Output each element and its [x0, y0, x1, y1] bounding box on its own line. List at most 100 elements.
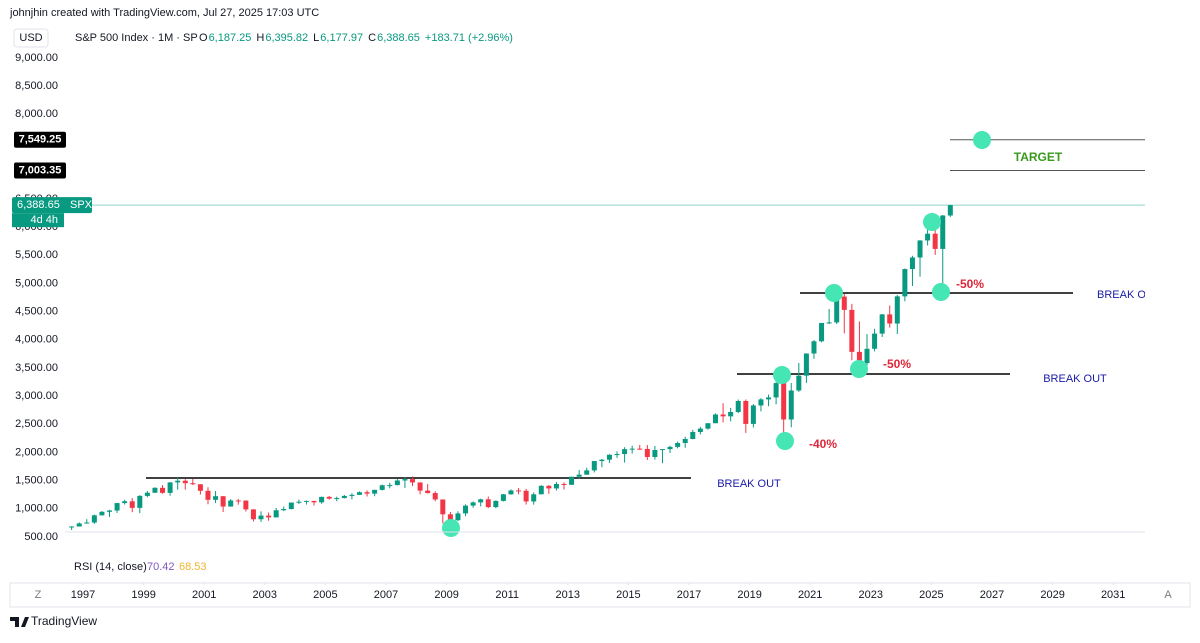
- candle-body: [569, 476, 575, 485]
- candle-body: [614, 454, 620, 456]
- ohlc-key: O: [199, 32, 208, 44]
- candle-body: [167, 482, 173, 493]
- annotation: -40%: [809, 437, 837, 451]
- candle-body: [508, 490, 514, 495]
- candle-body: [909, 257, 915, 270]
- candle-body: [463, 505, 469, 514]
- candle-body: [296, 501, 302, 503]
- x-tick-label: 2005: [313, 589, 337, 601]
- candle-body: [379, 485, 385, 490]
- candle-body: [387, 485, 393, 487]
- candle-body: [311, 500, 317, 503]
- button[interactable]: A: [1164, 589, 1172, 601]
- currency: USD: [19, 32, 42, 44]
- candle-body: [447, 514, 453, 521]
- annotation: BREAK OUT: [717, 478, 781, 490]
- candle-body: [576, 474, 582, 477]
- y-tick-label: 9,000.00: [15, 52, 58, 64]
- candle-body: [364, 492, 370, 494]
- marker: [773, 366, 791, 384]
- candle-body: [228, 500, 234, 507]
- candle-body: [735, 400, 741, 413]
- marker: [776, 432, 794, 450]
- candle-body: [917, 240, 923, 258]
- candle-body: [561, 483, 567, 485]
- candle-body: [644, 448, 650, 457]
- candle-body: [152, 487, 158, 493]
- candle-body: [137, 495, 143, 508]
- credit: johnjhin created with TradingView.com, J…: [9, 7, 319, 19]
- candle-body: [766, 397, 772, 400]
- ohlc-value: 6,388.65: [377, 32, 420, 44]
- candle-body: [69, 526, 75, 528]
- candle-body: [341, 495, 347, 499]
- y-tick-label: 8,500.00: [15, 80, 58, 92]
- y-tick-label: 4,000.00: [15, 334, 58, 346]
- last-price-label: 6,388.65: [17, 199, 60, 211]
- candle-body: [940, 215, 946, 249]
- x-tick-label: 2023: [859, 589, 883, 601]
- ohlc-value: 6,187.25: [209, 32, 252, 44]
- candle-body: [803, 353, 809, 376]
- candle-body: [281, 509, 287, 511]
- candle-body: [773, 383, 779, 398]
- candle-body: [902, 269, 908, 297]
- marker: [923, 213, 941, 231]
- countdown: 4d 4h: [30, 214, 58, 226]
- candle-body: [122, 501, 128, 504]
- candle-body: [417, 482, 423, 491]
- annotation: -50%: [883, 357, 911, 371]
- symbol-tag: SPX: [70, 199, 93, 211]
- candle-body: [84, 522, 90, 524]
- brand: TradingView: [31, 614, 97, 628]
- x-tick-label: 2021: [798, 589, 822, 601]
- x-tick-label: 2029: [1040, 589, 1064, 601]
- candle-body: [410, 479, 416, 483]
- candle-body: [796, 375, 802, 391]
- candle-body: [750, 405, 756, 424]
- marker: [825, 284, 843, 302]
- y-tick-label: 3,000.00: [15, 390, 58, 402]
- candle-body: [326, 496, 332, 499]
- candle-body: [637, 448, 643, 450]
- y-tick-label: 2,500.00: [15, 418, 58, 430]
- y-tick-label: 5,500.00: [15, 249, 58, 261]
- candle-body: [682, 439, 688, 444]
- ohlc-key: C: [368, 32, 376, 44]
- candle-body: [690, 432, 696, 440]
- button[interactable]: Z: [35, 589, 42, 601]
- candle-body: [114, 503, 120, 511]
- ohlc-key: L: [313, 32, 319, 44]
- candle-body: [273, 510, 279, 518]
- candle-body: [493, 500, 499, 508]
- x-tick-label: 1997: [71, 589, 95, 601]
- x-tick-label: 2003: [253, 589, 277, 601]
- drawings: [146, 139, 1145, 479]
- x-axis: 1997 1999 2001 2003 2005 2007 2009 2011 2013 2015…: [71, 583, 1125, 601]
- candle-body: [538, 485, 544, 495]
- candle-body: [485, 499, 491, 508]
- x-tick-label: 2031: [1101, 589, 1125, 601]
- candle-body: [243, 500, 249, 510]
- candle-body: [402, 479, 408, 481]
- candle-body: [788, 390, 794, 420]
- candle-body: [500, 494, 506, 501]
- y-tick-label: 2,000.00: [15, 446, 58, 458]
- rsi-value: 68.53: [179, 561, 207, 573]
- change: +183.71 (+2.96%): [425, 32, 513, 44]
- candle-body: [743, 400, 749, 424]
- candle-body: [925, 233, 931, 241]
- candle-body: [266, 515, 272, 518]
- candle-body: [947, 205, 953, 216]
- price-tag-label: 7,003.35: [19, 164, 62, 176]
- candle-body: [107, 510, 113, 512]
- candle-body: [440, 499, 446, 515]
- candle-body: [932, 233, 938, 249]
- candle-body: [606, 454, 612, 460]
- candle-body: [425, 490, 431, 494]
- candle-body: [235, 500, 241, 502]
- x-tick-label: 2025: [919, 589, 943, 601]
- price-tag: [14, 131, 66, 148]
- y-tick-label: 5,000.00: [15, 277, 58, 289]
